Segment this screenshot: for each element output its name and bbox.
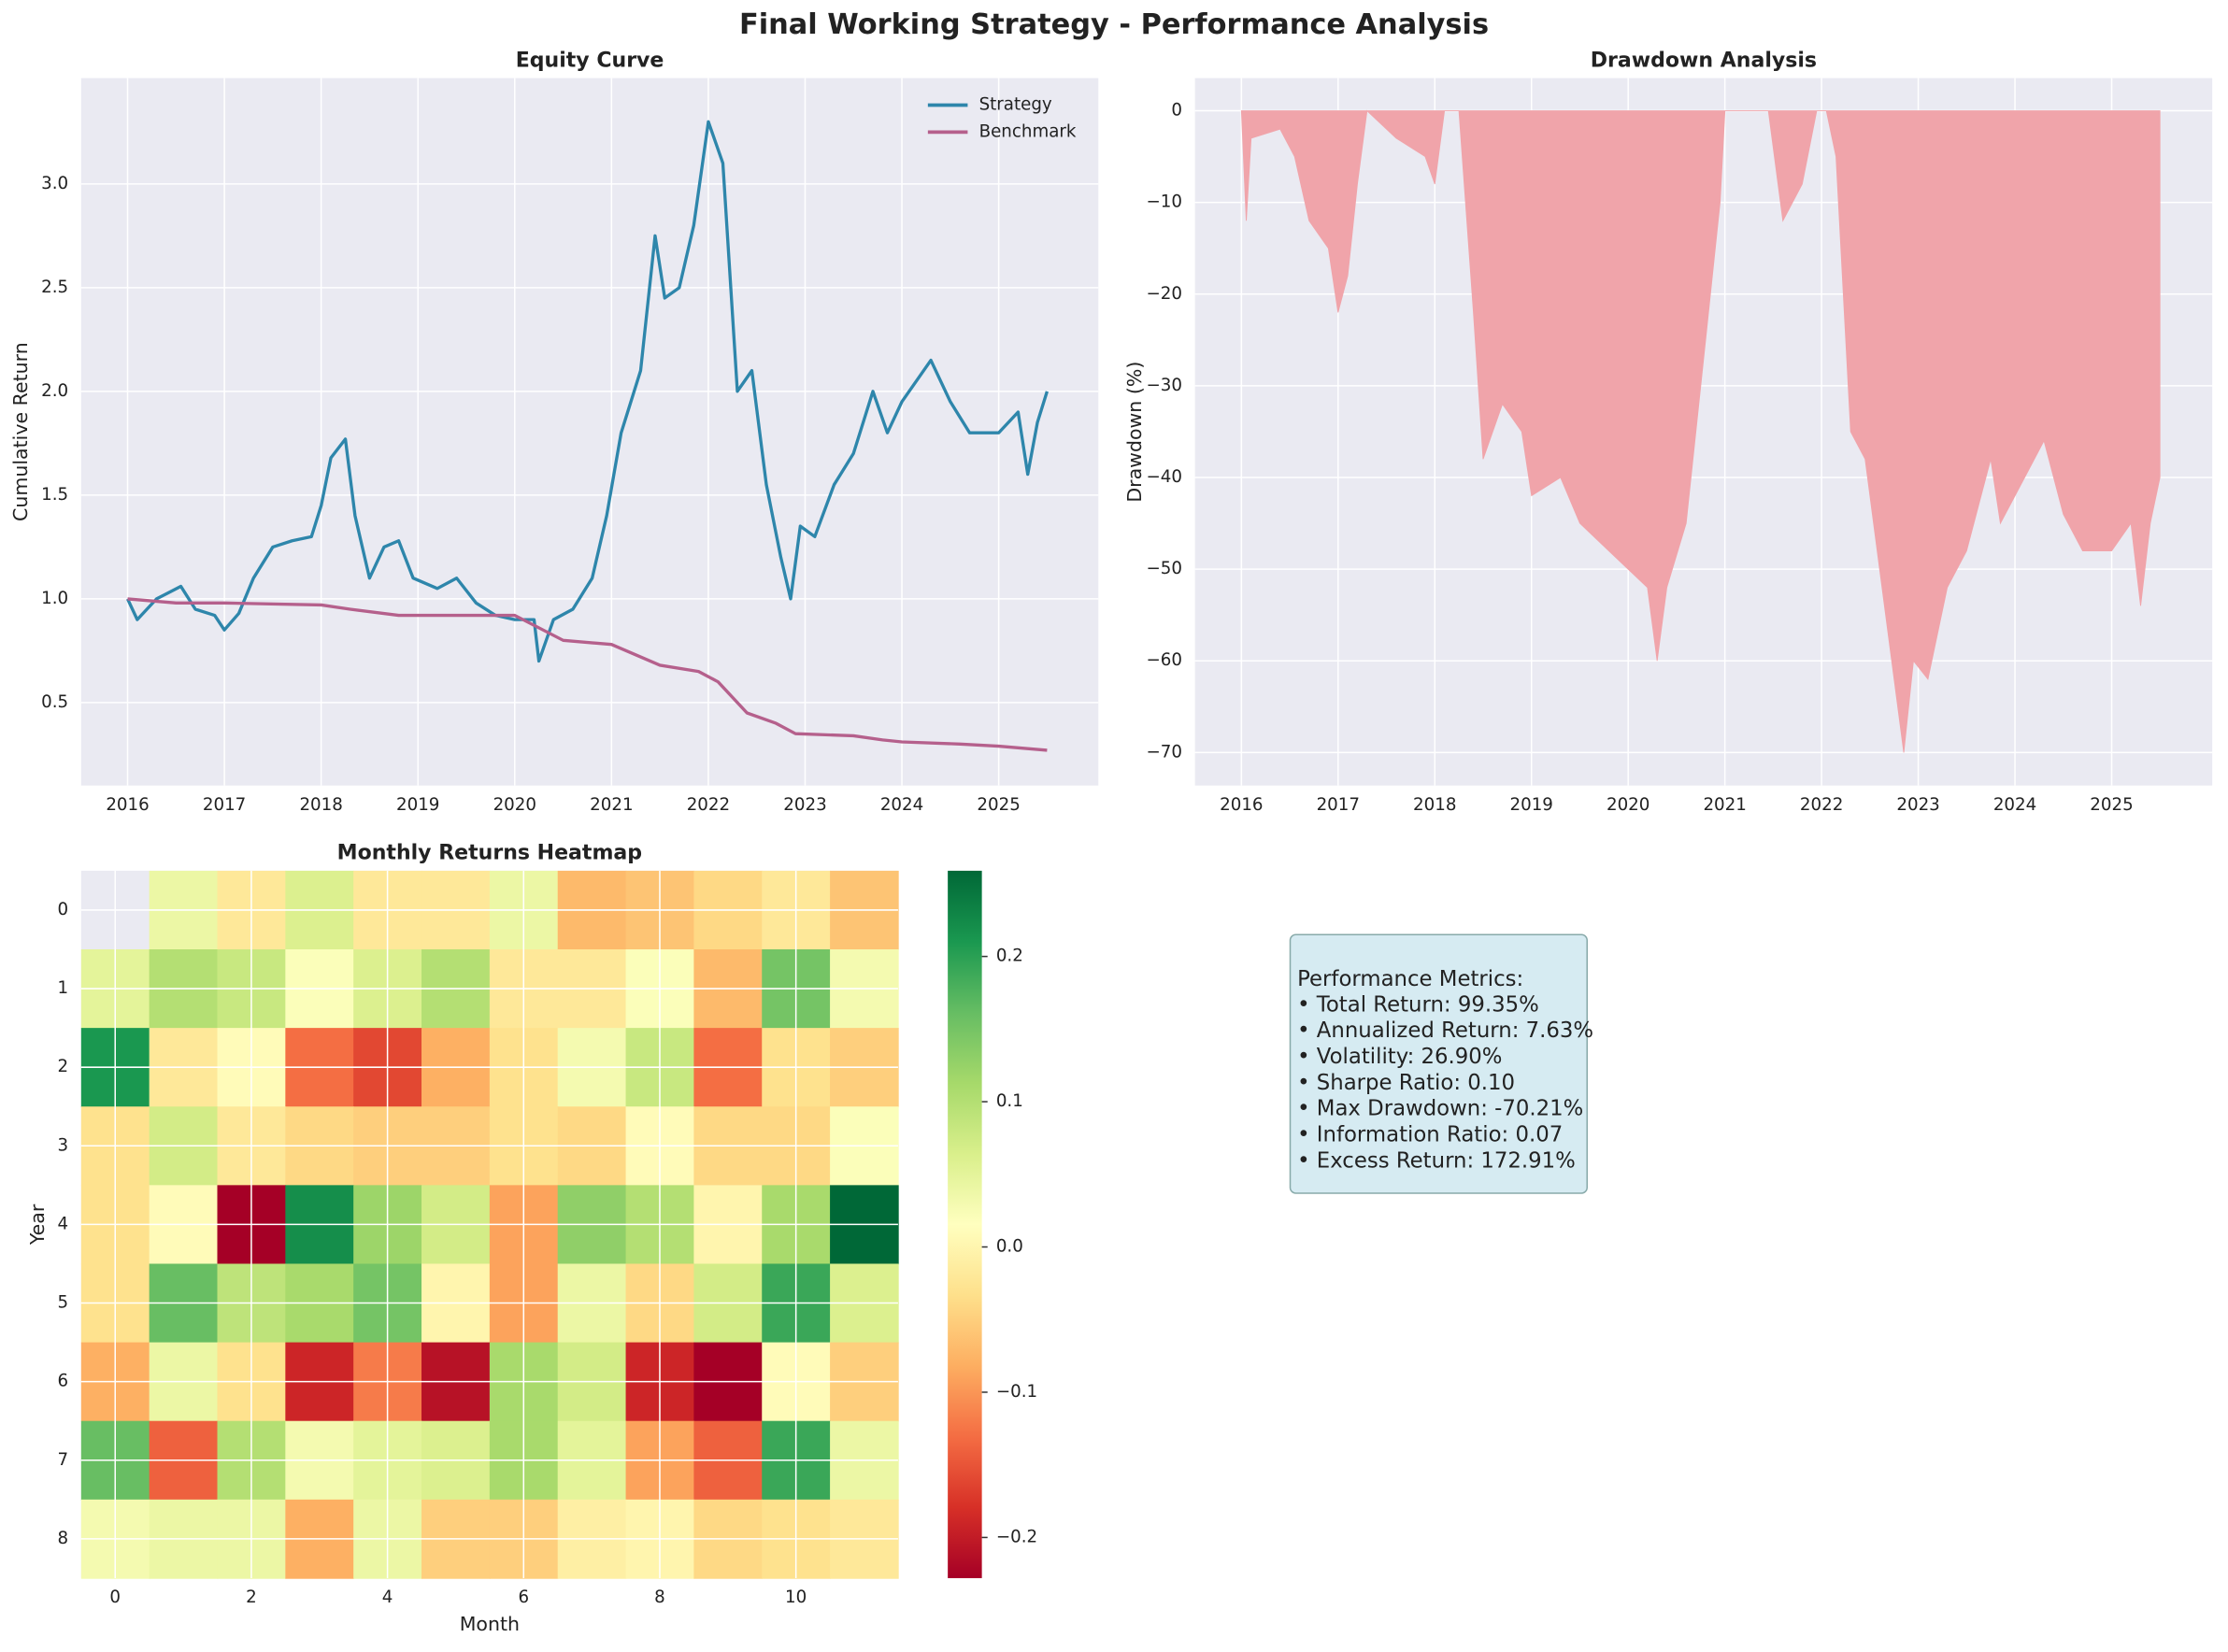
x-tick-label: 2021 [590,795,633,815]
legend-label: Strategy [979,94,1052,114]
y-tick-label: −50 [1146,559,1181,578]
axes-title: Drawdown Analysis [1591,49,1817,72]
metrics-box [1289,933,1588,1194]
y-axis-label: Cumulative Return [9,342,32,521]
x-tick-label: 2017 [203,795,246,815]
x-tick-label: 2025 [977,795,1020,815]
x-tick-label: 2020 [1607,795,1650,815]
x-tick-label: 2023 [1896,795,1939,815]
y-tick-label: 4 [58,1214,69,1233]
colorbar [948,870,982,1578]
colorbar-tick-label: 0.0 [996,1237,1023,1257]
x-tick-label: 2022 [687,795,730,815]
x-tick-label: 2016 [106,795,149,815]
series-line [127,597,1048,752]
x-tick-label: 2019 [1510,795,1553,815]
x-tick-label: 2018 [299,795,342,815]
x-tick-label: 2024 [880,795,923,815]
x-tick-label: 2016 [1220,795,1263,815]
y-tick-label: −20 [1146,284,1181,304]
y-tick-label: 2.0 [41,381,68,401]
metric-line: • Excess Return: 172.91% [1297,1148,1576,1173]
x-tick-label: 2020 [493,795,536,815]
colorbar-tick-label: 0.2 [996,947,1023,966]
y-axis-label: Year [26,1203,49,1246]
metric-line: • Volatility: 26.90% [1297,1045,1502,1069]
y-tick-label: 2.5 [41,278,68,297]
y-tick-label: 0.5 [41,692,68,712]
y-tick-label: 2 [58,1057,69,1076]
x-axis-label: Month [460,1613,520,1635]
y-tick-label: −60 [1146,650,1181,670]
y-tick-label: 0 [1171,101,1182,121]
x-tick-label: 2018 [1413,795,1456,815]
metrics-title: Performance Metrics: [1297,967,1523,991]
y-tick-label: 6 [58,1372,69,1391]
x-tick-label: 10 [785,1588,807,1607]
metric-line: • Total Return: 99.35% [1297,992,1539,1017]
x-tick-label: 2017 [1317,795,1360,815]
x-tick-label: 2023 [783,795,826,815]
legend-label: Benchmark [979,121,1077,141]
metric-line: • Max Drawdown: -70.21% [1297,1097,1583,1121]
drawdown-area [1240,109,2161,753]
series-line [126,120,1049,663]
metric-line: • Information Ratio: 0.07 [1297,1122,1563,1146]
x-tick-label: 2024 [1993,795,2036,815]
y-tick-label: 7 [58,1450,69,1470]
y-tick-label: −70 [1146,742,1181,762]
y-tick-label: 3 [58,1135,69,1155]
y-tick-label: 8 [58,1529,69,1548]
y-axis-label: Drawdown (%) [1123,362,1146,503]
plot-area [80,78,1099,786]
x-tick-label: 6 [518,1588,529,1607]
x-tick-label: 8 [654,1588,665,1607]
y-tick-label: 0 [58,900,69,919]
x-tick-label: 2022 [1800,795,1843,815]
metric-line: • Annualized Return: 7.63% [1297,1018,1593,1043]
colorbar-tick-label: −0.1 [996,1382,1037,1402]
y-tick-label: 1.5 [41,485,68,505]
y-tick-label: 1.0 [41,589,68,608]
y-tick-label: −10 [1146,192,1181,212]
y-tick-label: 3.0 [41,174,68,193]
x-tick-label: 2021 [1703,795,1746,815]
y-tick-label: 5 [58,1293,69,1313]
figure-title: Final Working Strategy - Performance Ana… [739,8,1489,41]
x-tick-label: 2025 [2090,795,2133,815]
x-tick-label: 0 [109,1588,121,1607]
metric-line: • Sharpe Ratio: 0.10 [1297,1071,1515,1095]
colorbar-tick-label: −0.2 [996,1527,1037,1546]
y-tick-label: −30 [1146,376,1181,395]
y-tick-label: 1 [58,978,69,998]
axes-title: Monthly Returns Heatmap [337,842,642,865]
colorbar-tick-label: 0.1 [996,1091,1023,1111]
y-tick-label: −40 [1146,467,1181,487]
x-tick-label: 4 [382,1588,393,1607]
x-tick-label: 2 [246,1588,257,1607]
x-tick-label: 2019 [396,795,439,815]
axes-title: Equity Curve [516,49,664,72]
